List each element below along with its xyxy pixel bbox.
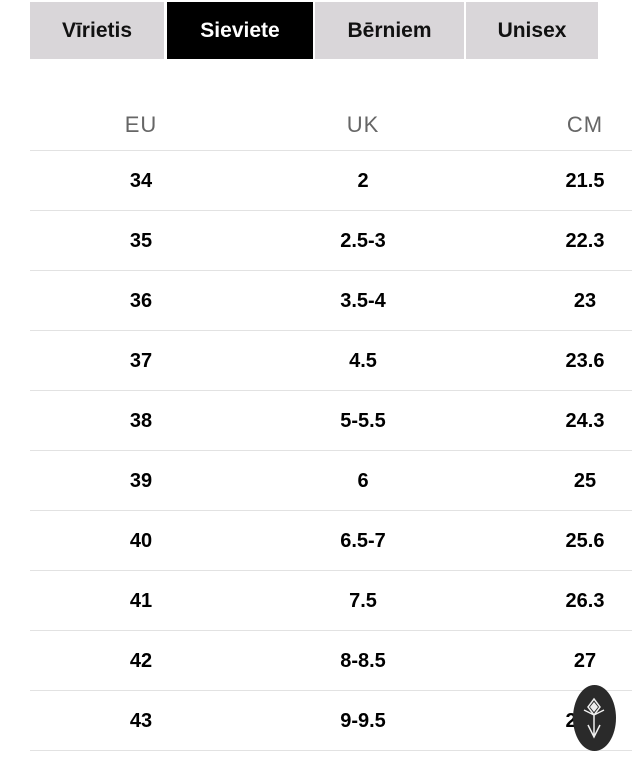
row-divider [30,570,632,571]
table-cell: 38 [129,410,153,432]
row-divider [30,270,632,271]
logo-badge[interactable] [573,685,616,751]
table-cell: 40 [129,530,153,552]
table-cell: 23.6 [565,350,605,372]
table-cell: 6 [357,470,369,492]
table-cell: 39 [129,470,153,492]
row-divider [30,450,632,451]
table-cell: 22.3 [565,230,605,252]
row-divider [30,150,632,151]
row-divider [30,390,632,391]
table-cell: 2 [357,170,369,192]
table-cell: 43 [129,710,153,732]
table-cell: 24.3 [565,410,605,432]
table-cell: 25 [573,470,597,492]
table-cell: 34 [129,170,153,192]
table-cell: 36 [129,290,153,312]
column-header: CM [566,112,604,137]
logo-icon [583,697,605,739]
table-cell: 25.6 [565,530,605,552]
table-cell: 5-5.5 [340,410,386,432]
tab[interactable]: Unisex [466,2,598,59]
table-cell: 6.5-7 [340,530,386,552]
table-cell: 41 [129,590,153,612]
row-divider [30,750,632,751]
table-cell: 3.5-4 [340,290,386,312]
table-cell: 4.5 [349,350,377,372]
row-divider [30,330,632,331]
table-cell: 21.5 [565,170,605,192]
row-divider [30,210,632,211]
table-cell: 8-8.5 [340,650,386,672]
row-divider [30,690,632,691]
tab[interactable]: Vīrietis [30,2,164,59]
column-header: EU [124,112,158,137]
tab[interactable]: Sieviete [167,2,313,59]
table-cell: 7.5 [349,590,377,612]
table-cell: 27 [573,650,597,672]
row-divider [30,630,632,631]
table-cell: 23 [573,290,597,312]
table-cell: 2.5-3 [340,230,386,252]
table-cell: 42 [129,650,153,672]
row-divider [30,510,632,511]
tab[interactable]: Bērniem [315,2,464,59]
column-header: UK [346,112,380,137]
table-cell: 37 [129,350,153,372]
table-cell: 26.3 [565,590,605,612]
table-cell: 9-9.5 [340,710,386,732]
table-cell: 35 [129,230,153,252]
